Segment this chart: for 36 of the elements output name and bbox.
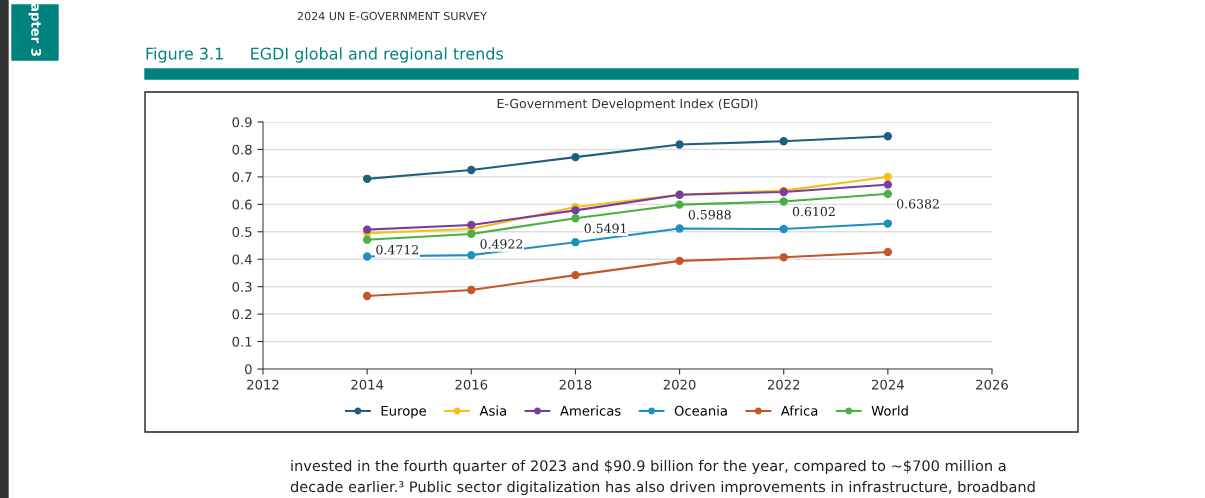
y-tick-label: 0.4 (232, 254, 252, 265)
chart-title: E-Government Development Index (EGDI) (497, 98, 758, 111)
x-tick-label: 2012 (247, 379, 279, 390)
data-label: 0.4712 (376, 244, 418, 255)
y-tick-label: 0.2 (232, 309, 252, 320)
text: invested in the fourth quarter of 2023 and $90.9 billion for the year, compared to ~$700 million a (291, 459, 1006, 475)
legend-label: World (871, 405, 908, 416)
data-label: 0.6102 (792, 206, 835, 217)
x-tick-label: 2022 (767, 379, 800, 390)
legend-label: Europe (381, 405, 427, 419)
x-tick-label: 2018 (559, 379, 592, 390)
legend-label: Oceania (674, 405, 727, 416)
text: decade earlier.³ Public sector digitalization has also driven improvements in infrastructure, broadband (290, 480, 1035, 496)
y-tick-label: 0.5 (232, 227, 252, 237)
x-tick-label: 2026 (976, 379, 1008, 390)
data-label: 0.4922 (480, 239, 523, 249)
data-label: 0.5491 (584, 223, 626, 234)
caption: Figure 3.1 EGDI global and regional trends (146, 47, 503, 63)
y-tick-label: 0.1 (232, 336, 252, 347)
text: apter 3 (28, 3, 42, 56)
y-tick-label: 0.9 (232, 117, 252, 128)
legend-label: Asia (479, 405, 506, 416)
legend-label: Africa (780, 405, 818, 416)
x-tick-label: 2024 (872, 379, 904, 390)
x-tick-label: 2016 (455, 379, 488, 390)
data-label: 0.5988 (688, 209, 731, 220)
y-tick-label: 0.8 (232, 144, 252, 155)
x-tick-label: 2014 (351, 379, 384, 390)
y-tick-label: 0.3 (232, 281, 252, 292)
text: 2024 UN E-GOVERNMENT SURVEY (297, 11, 488, 21)
y-tick-label: 0.6 (232, 199, 252, 210)
y-tick-label: 0 (245, 364, 252, 375)
legend-label: Americas (560, 405, 621, 416)
y-tick-label: 0.7 (232, 172, 252, 183)
x-tick-label: 2020 (663, 379, 696, 390)
data-label: 0.6382 (897, 199, 939, 209)
